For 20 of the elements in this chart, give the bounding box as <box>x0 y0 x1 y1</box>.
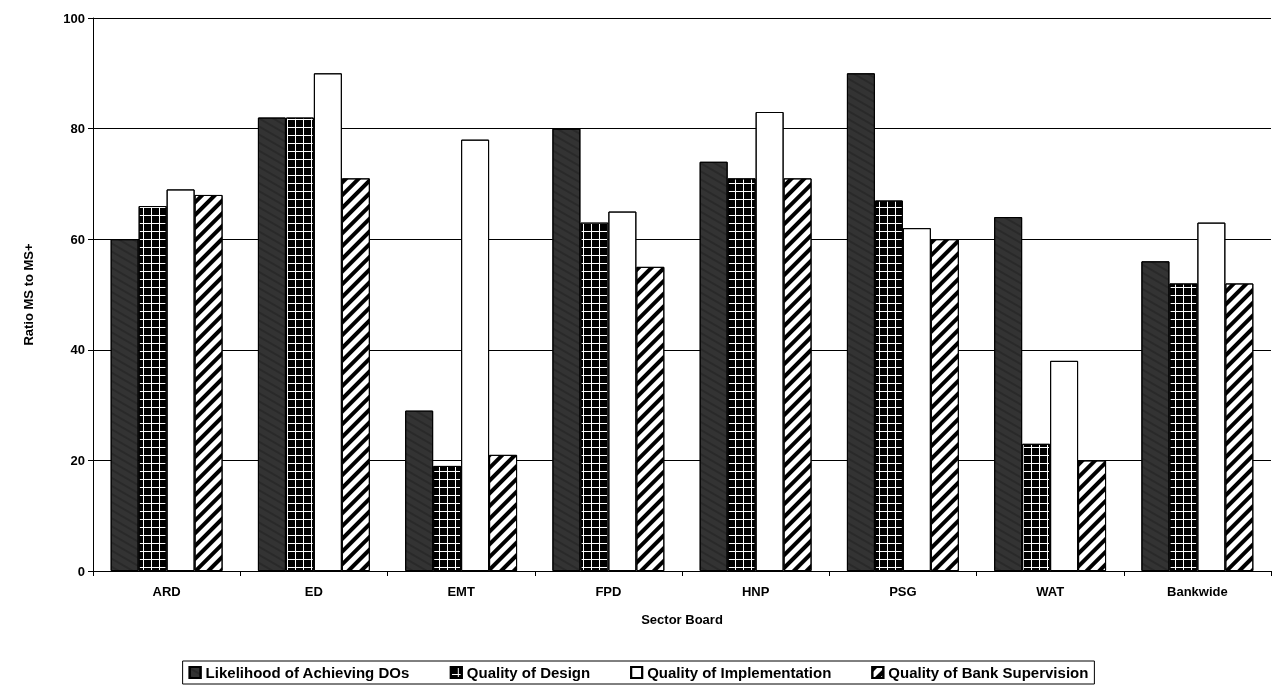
y-tick-label: 80 <box>70 121 85 137</box>
legend-label: Likelihood of Achieving DOs <box>205 664 410 681</box>
y-tick-label: 100 <box>63 10 85 26</box>
y-tick-label: 0 <box>77 563 85 579</box>
x-tick-label: WAT <box>1036 584 1065 599</box>
x-tick-label: EMT <box>447 584 475 599</box>
x-tick-label: ED <box>304 584 323 599</box>
x-tick-label: PSG <box>889 584 917 599</box>
x-tick-label: ARD <box>152 584 181 599</box>
x-tick-label: Bankwide <box>1167 584 1228 599</box>
x-tick-label: FPD <box>595 584 622 599</box>
legend-label: Quality of Bank Supervision <box>888 664 1089 681</box>
y-tick-label: 20 <box>70 452 85 468</box>
y-tick-label: 40 <box>70 342 85 358</box>
legend-label: Quality of Design <box>466 664 591 681</box>
x-tick-label: HNP <box>741 584 770 599</box>
y-axis-title: Ratio MS to MS+ <box>21 243 36 346</box>
y-tick-label: 60 <box>70 231 85 247</box>
legend-label: Quality of Implementation <box>647 664 832 681</box>
x-axis-title: Sector Board <box>641 612 723 627</box>
